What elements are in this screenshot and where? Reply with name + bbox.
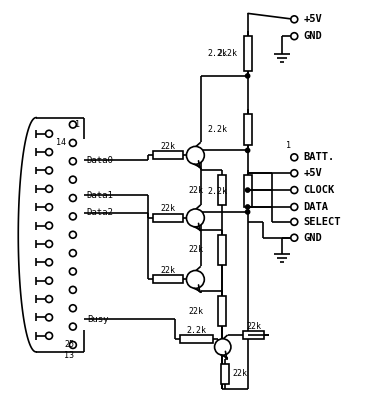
Circle shape [246, 74, 249, 78]
Circle shape [69, 341, 76, 349]
Circle shape [291, 170, 298, 177]
Circle shape [246, 210, 249, 214]
Circle shape [69, 249, 76, 257]
Text: 22k: 22k [189, 245, 204, 254]
Circle shape [291, 16, 298, 23]
Circle shape [45, 295, 52, 303]
Circle shape [45, 241, 52, 247]
Circle shape [215, 339, 231, 355]
Circle shape [69, 287, 76, 293]
Circle shape [246, 148, 249, 152]
Text: GND: GND [303, 233, 322, 243]
Circle shape [187, 209, 204, 227]
Circle shape [45, 185, 52, 192]
Text: 22k: 22k [189, 307, 204, 316]
Text: 1: 1 [75, 120, 80, 129]
Bar [218, 296, 226, 326]
Text: 14: 14 [56, 138, 66, 147]
Text: Data1: Data1 [87, 191, 114, 199]
Circle shape [69, 323, 76, 330]
Text: 2.2k: 2.2k [218, 49, 238, 58]
Circle shape [187, 270, 204, 289]
Text: Data0: Data0 [87, 156, 114, 165]
Circle shape [291, 154, 298, 161]
Text: +5V: +5V [303, 168, 322, 178]
Text: 2.2k: 2.2k [208, 187, 228, 195]
Circle shape [246, 205, 249, 209]
Text: GND: GND [303, 31, 322, 41]
Text: 22k: 22k [161, 266, 176, 275]
Circle shape [45, 222, 52, 229]
Bar [244, 114, 251, 145]
Circle shape [69, 213, 76, 220]
Circle shape [45, 167, 52, 174]
Text: DATA: DATA [303, 202, 328, 212]
Circle shape [45, 149, 52, 156]
Circle shape [69, 305, 76, 312]
Circle shape [45, 314, 52, 321]
Circle shape [291, 33, 298, 39]
Text: 22k: 22k [233, 369, 248, 378]
Circle shape [291, 234, 298, 241]
Text: 25: 25 [64, 341, 74, 349]
Bar [180, 335, 213, 343]
Text: 2.2k: 2.2k [187, 326, 206, 334]
Circle shape [291, 218, 298, 225]
Bar [153, 152, 183, 159]
Bar [153, 214, 183, 222]
Text: 22k: 22k [189, 186, 204, 195]
Bar [221, 364, 229, 384]
Circle shape [45, 130, 52, 137]
Circle shape [187, 146, 204, 164]
Text: 22k: 22k [246, 322, 261, 330]
Circle shape [45, 259, 52, 266]
Text: 22k: 22k [161, 204, 176, 214]
Circle shape [69, 176, 76, 183]
Bar [244, 175, 251, 207]
Circle shape [69, 158, 76, 165]
Circle shape [291, 204, 298, 210]
Circle shape [45, 277, 52, 284]
Text: 22k: 22k [161, 142, 176, 151]
Text: Busy: Busy [87, 315, 108, 324]
Circle shape [69, 121, 76, 128]
Text: 1: 1 [286, 141, 291, 150]
Bar [244, 36, 251, 71]
Text: CLOCK: CLOCK [303, 185, 334, 195]
Circle shape [45, 332, 52, 339]
Circle shape [69, 139, 76, 146]
Text: 13: 13 [64, 351, 74, 360]
Circle shape [45, 204, 52, 211]
Text: Data2: Data2 [87, 208, 114, 217]
Bar [242, 331, 265, 339]
Text: BATT.: BATT. [303, 152, 334, 162]
Circle shape [291, 187, 298, 193]
Bar [153, 276, 183, 283]
Circle shape [69, 231, 76, 238]
Text: +5V: +5V [303, 15, 322, 24]
Bar [218, 175, 226, 205]
Text: SELECT: SELECT [303, 217, 341, 227]
Circle shape [246, 188, 249, 192]
Circle shape [69, 195, 76, 202]
Text: 2.2k: 2.2k [208, 49, 228, 58]
Text: 2.2k: 2.2k [208, 125, 228, 134]
Circle shape [69, 268, 76, 275]
Bar [218, 235, 226, 264]
